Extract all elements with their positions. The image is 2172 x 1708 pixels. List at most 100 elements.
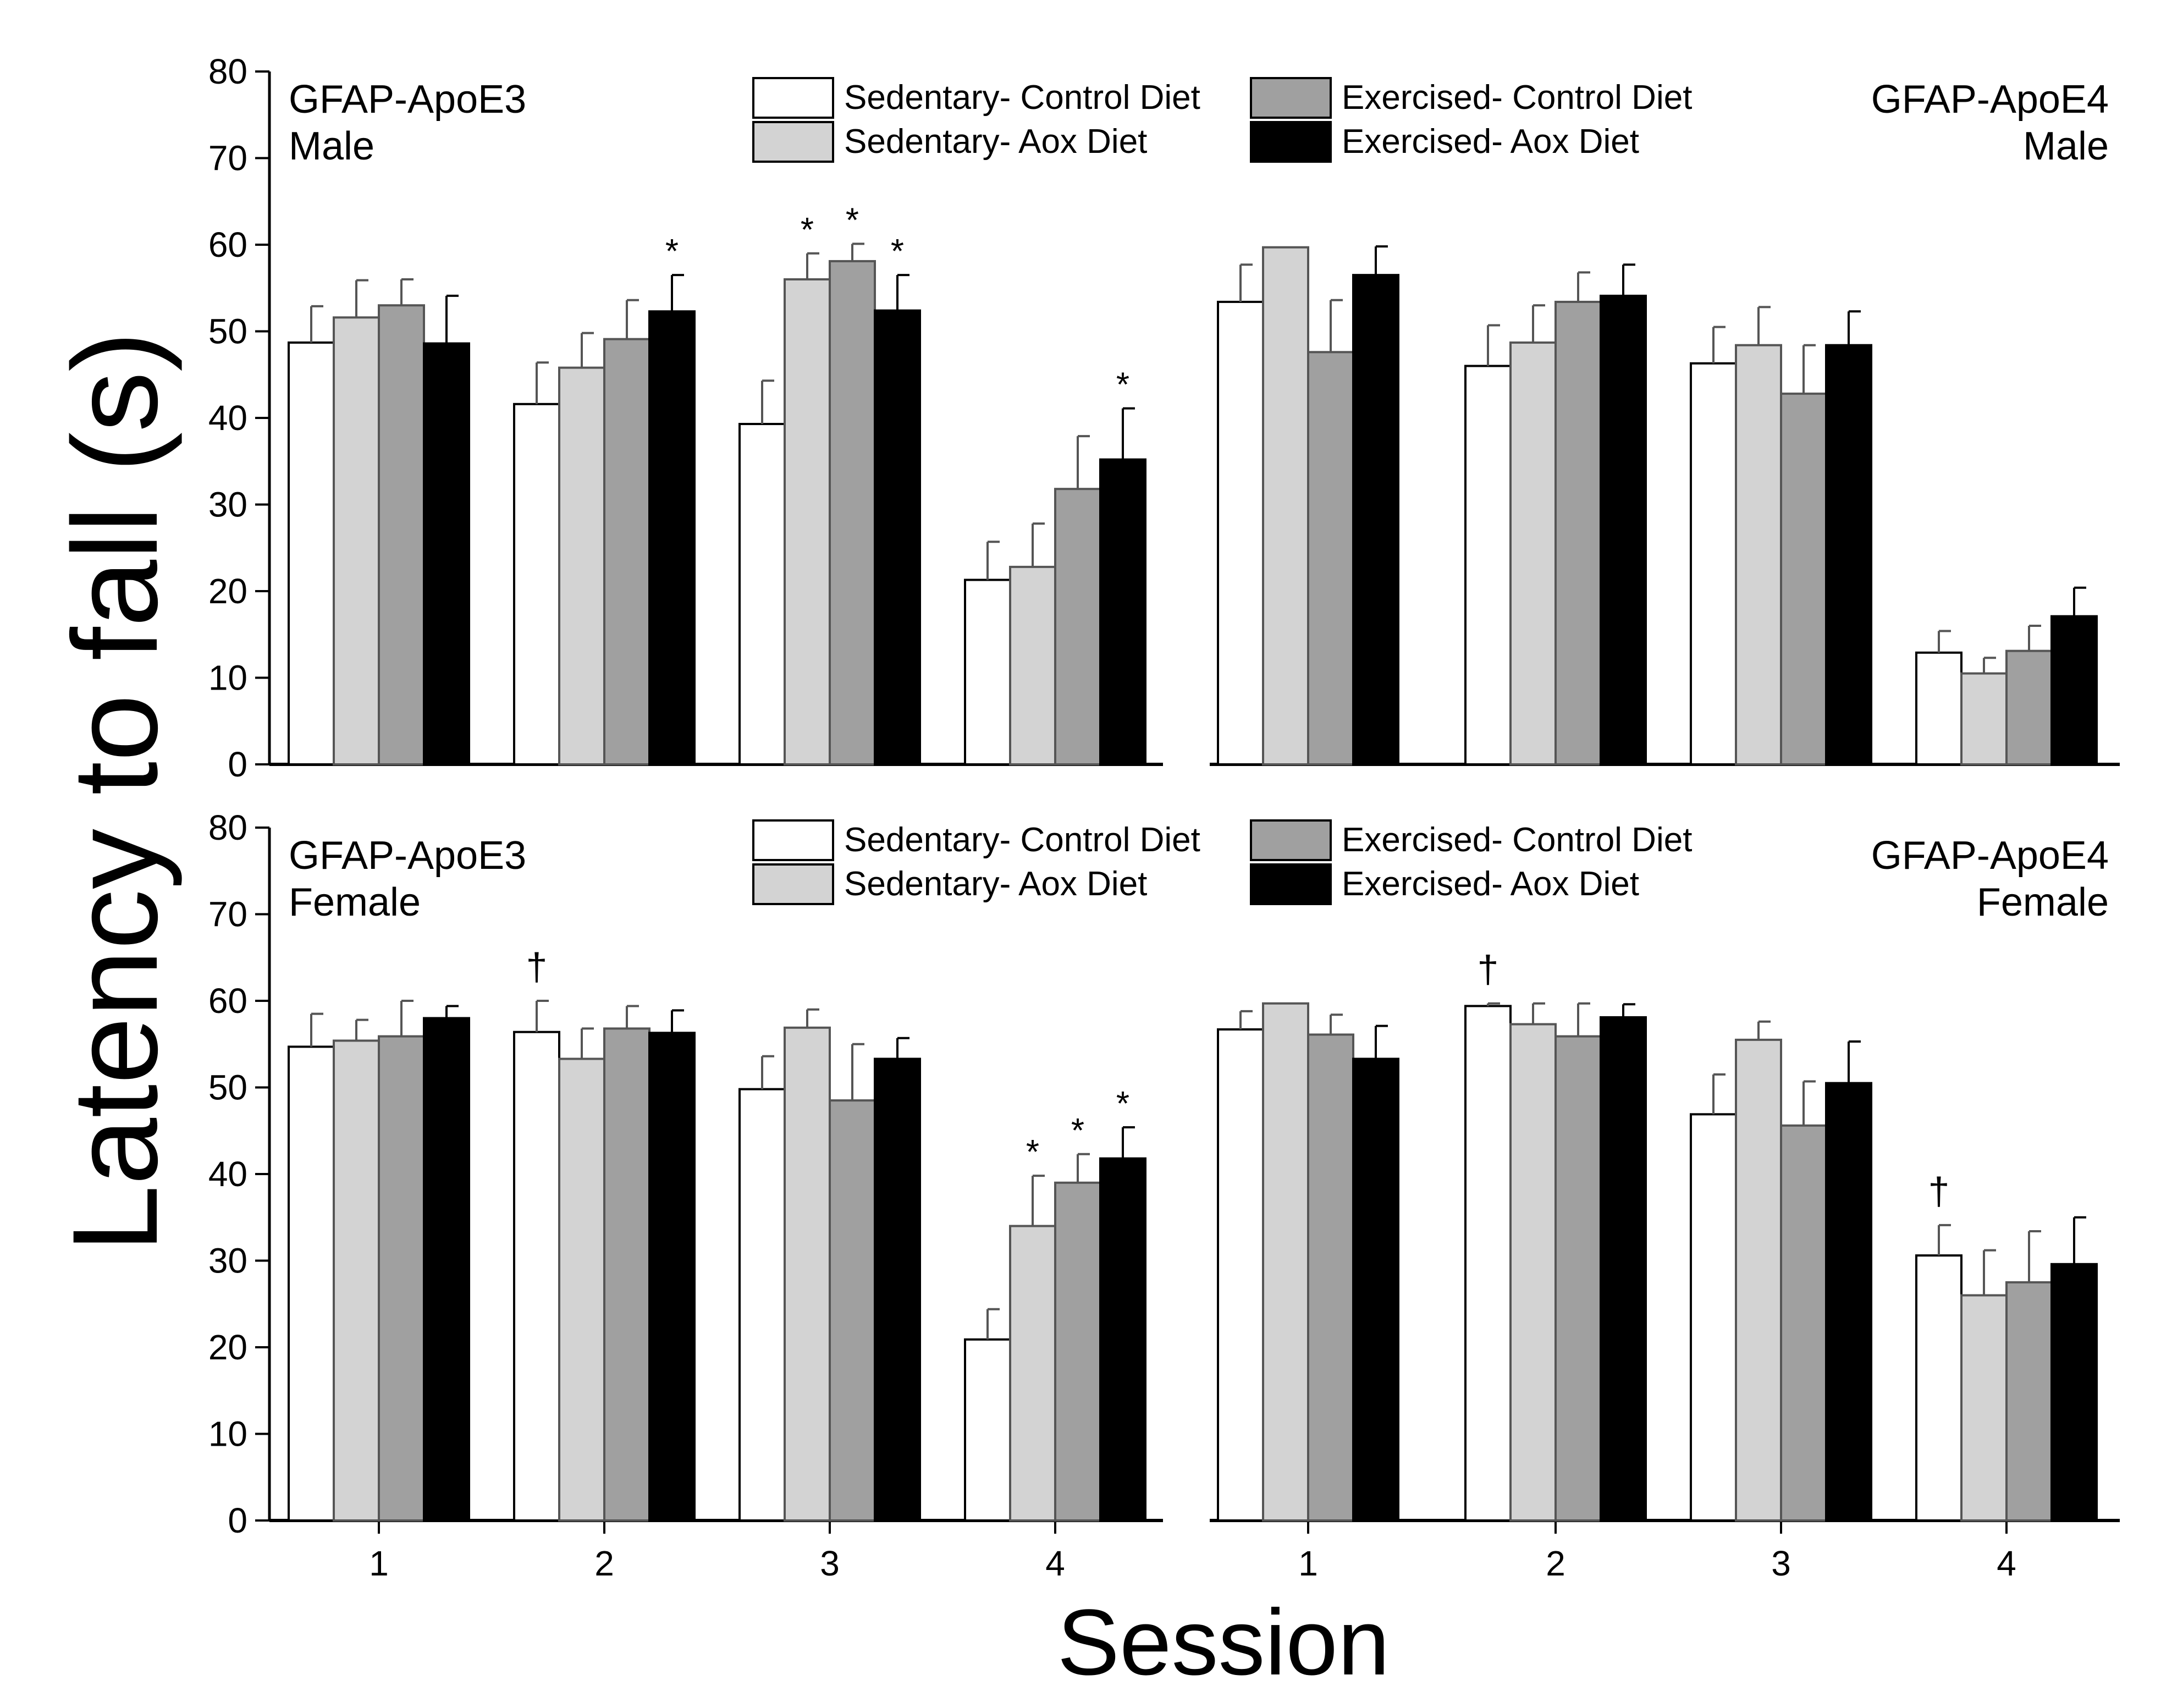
y-tick-label: 20 [208, 1327, 247, 1367]
significance-asterisk: * [891, 233, 904, 271]
legend-swatch [1250, 863, 1332, 905]
y-tick-label: 50 [208, 1068, 247, 1108]
bar [1960, 672, 2008, 765]
bar [423, 1017, 470, 1522]
y-tick-label: 30 [208, 485, 247, 525]
x-tick-label: 1 [369, 1544, 389, 1583]
legend-label: Exercised- Aox Diet [1342, 123, 1639, 161]
legend: Sedentary- Control Diet Sedentary- Aox Di… [752, 77, 1692, 163]
legend-swatch [752, 863, 834, 905]
bar [1509, 1023, 1557, 1522]
panel-title: GFAP-ApoE4 [1871, 834, 2109, 878]
bar [784, 1026, 831, 1522]
significance-asterisk: * [1071, 1112, 1084, 1150]
legend-swatch [1250, 77, 1332, 119]
bar [513, 1031, 560, 1522]
bar [1307, 1033, 1354, 1522]
y-tick-label: 80 [208, 808, 247, 847]
significance-asterisk: * [665, 233, 679, 271]
legend-label: Sedentary- Aox Diet [844, 865, 1147, 903]
bar [1009, 565, 1056, 766]
bar [964, 1338, 1011, 1522]
bar [1099, 1157, 1146, 1522]
legend-label: Exercised- Control Diet [1342, 821, 1692, 859]
panel-subtitle: Female [289, 880, 421, 924]
bar [1915, 651, 1962, 765]
bar [648, 1032, 696, 1522]
bar [1780, 1124, 1827, 1522]
y-tick-label: 70 [208, 139, 247, 178]
bar [2050, 1263, 2098, 1522]
bar [2005, 649, 2053, 766]
x-tick-label: 3 [1771, 1544, 1791, 1583]
legend: Sedentary- Control Diet Sedentary- Aox Di… [752, 819, 1692, 905]
bar [1690, 1113, 1737, 1522]
panel-title: GFAP-ApoE3 [289, 834, 526, 878]
x-tick-label: 4 [1045, 1544, 1065, 1583]
bar [1735, 1038, 1782, 1522]
y-tick-label: 60 [208, 981, 247, 1021]
bar [1307, 351, 1354, 765]
bar [333, 316, 380, 765]
bar [603, 1027, 651, 1522]
panel-subtitle: Female [1977, 880, 2109, 924]
y-tick-label: 10 [208, 1414, 247, 1454]
bar [1054, 1181, 1101, 1522]
bar [2005, 1281, 2053, 1522]
legend-swatch [1250, 121, 1332, 163]
y-axis-label: Latency to fall (s) [47, 331, 183, 1252]
bar [603, 338, 651, 765]
bar [1262, 246, 1309, 766]
legend-swatch [1250, 819, 1332, 861]
legend-label: Exercised- Aox Diet [1342, 865, 1639, 903]
bar [1464, 1005, 1512, 1522]
bar [1262, 1002, 1309, 1522]
bar [1054, 488, 1101, 766]
bar [1217, 1028, 1264, 1522]
x-tick-label: 4 [1997, 1544, 2016, 1583]
bar [1554, 300, 1602, 765]
x-tick-label: 1 [1298, 1544, 1318, 1583]
bar [738, 1088, 786, 1522]
bar [648, 310, 696, 765]
bar [1915, 1254, 1962, 1522]
y-tick-label: 20 [208, 571, 247, 611]
x-tick-label: 2 [1546, 1544, 1565, 1583]
bar [423, 342, 470, 765]
panel-subtitle: Male [2023, 124, 2109, 168]
y-tick-label: 80 [208, 52, 247, 91]
x-axis-label: Session [1057, 1590, 1390, 1695]
y-tick-label: 0 [228, 745, 247, 784]
bar [1825, 344, 1872, 765]
bar [513, 403, 560, 765]
bar [288, 341, 335, 765]
bar [1735, 344, 1782, 765]
y-tick-label: 40 [208, 1154, 247, 1194]
bar [378, 1035, 425, 1522]
bar [558, 366, 605, 765]
bar [1960, 1294, 2008, 1522]
legend-label: Sedentary- Control Diet [844, 821, 1200, 859]
bar [1600, 294, 1647, 765]
bar [738, 423, 786, 765]
bar [2050, 615, 2098, 766]
x-tick-label: 3 [820, 1544, 840, 1583]
legend-label: Sedentary- Aox Diet [844, 123, 1147, 161]
y-tick-label: 10 [208, 658, 247, 698]
bar [964, 578, 1011, 766]
bar [1009, 1225, 1056, 1522]
bar [874, 309, 921, 765]
y-tick-label: 60 [208, 225, 247, 265]
y-tick-label: 50 [208, 312, 247, 351]
significance-asterisk: * [1026, 1133, 1039, 1171]
significance-dagger: † [1478, 948, 1499, 991]
bar [1464, 365, 1512, 765]
bar [1825, 1082, 1872, 1522]
bar [829, 1099, 876, 1522]
bar [874, 1057, 921, 1522]
